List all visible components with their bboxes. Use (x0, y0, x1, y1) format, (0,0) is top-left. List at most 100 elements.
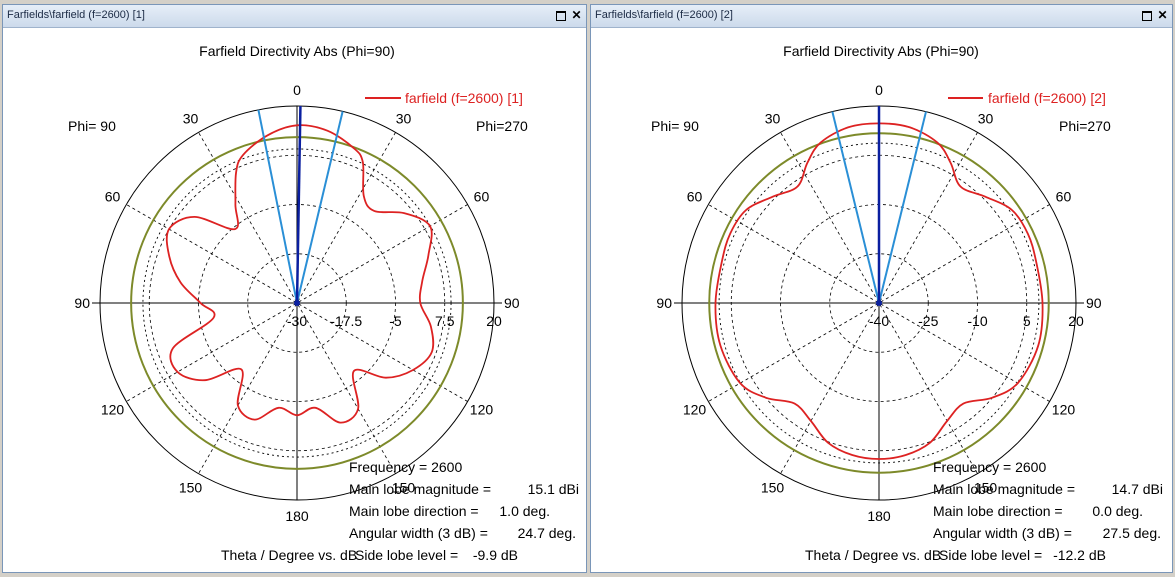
info-side-lobe-value: -12.2 dB (1053, 547, 1106, 563)
legend-label: farfield (f=2600) [2] (988, 90, 1106, 106)
radial-tick-label: 20 (486, 313, 502, 329)
radial-tick-label: -40 (869, 313, 889, 329)
polar-plot: Farfield Directivity Abs (Phi=90) farfie… (68, 43, 579, 563)
info-main-lobe-direction-value: 1.0 deg. (499, 503, 550, 519)
window-titlebar[interactable]: Farfields\farfield (f=2600) [2] ✕ (591, 5, 1172, 28)
maximize-icon (555, 11, 566, 21)
angle-label: 150 (761, 479, 785, 495)
angle-label: 150 (974, 479, 998, 495)
chart-title: Farfield Directivity Abs (Phi=90) (199, 43, 395, 59)
beamwidth-line (878, 111, 927, 304)
radial-tick-label: -5 (389, 313, 402, 329)
angle-label: 180 (285, 508, 309, 524)
beamwidth-line (831, 111, 880, 304)
info-frequency: Frequency = 2600 (349, 459, 462, 475)
beamwidth-line (257, 109, 298, 304)
minus-3db-circle (718, 142, 1040, 464)
radial-tick-label: -25 (918, 313, 938, 329)
window-titlebar[interactable]: Farfields\farfield (f=2600) [1] ✕ (3, 5, 586, 28)
max-level-circle (130, 136, 464, 470)
angle-labels: 0 30 60 90 120 150 180 150 120 90 60 30 (656, 82, 1101, 524)
angle-label: 120 (470, 402, 494, 418)
radial-tick-label: 20 (1068, 313, 1084, 329)
close-button[interactable]: ✕ (1157, 8, 1168, 22)
farfield-window-1: Farfields\farfield (f=2600) [1] ✕ Farfie… (2, 4, 587, 573)
info-main-lobe-direction-value: 0.0 deg. (1092, 503, 1143, 519)
info-main-lobe-magnitude-label: Main lobe magnitude = (933, 481, 1075, 497)
center-marker (294, 300, 300, 306)
info-box: Frequency = 2600 Main lobe magnitude = 1… (221, 459, 579, 563)
angle-label: 30 (978, 111, 994, 127)
window-title: Farfields\farfield (f=2600) [2] (595, 9, 733, 21)
minus-3db-circle (142, 148, 452, 458)
angle-label: 0 (293, 82, 301, 98)
pattern-series (165, 124, 435, 424)
x-axis-label: Theta / Degree vs. dB (805, 547, 941, 563)
info-main-lobe-direction-label: Main lobe direction = (349, 503, 479, 519)
angle-label: 30 (183, 111, 199, 127)
phi-left-label: Phi= 90 (68, 118, 116, 134)
window-title: Farfields\farfield (f=2600) [1] (7, 9, 145, 21)
angle-labels: 0 30 60 90 120 150 180 150 120 90 60 30 (74, 82, 519, 524)
angle-label: 60 (105, 189, 121, 205)
angle-label: 150 (392, 479, 416, 495)
radial-tick-labels: -40 -25 -10 5 20 (869, 313, 1084, 329)
pattern-curve (165, 124, 435, 424)
beam-lines (257, 106, 344, 306)
maximize-button[interactable] (1140, 9, 1153, 22)
radial-tick-label: 5 (1023, 313, 1031, 329)
angle-label: 120 (683, 402, 707, 418)
info-main-lobe-direction-label: Main lobe direction = (933, 503, 1063, 519)
angle-label: 120 (1052, 402, 1076, 418)
chart-title: Farfield Directivity Abs (Phi=90) (783, 43, 979, 59)
angle-label: 30 (396, 111, 412, 127)
angle-label: 90 (656, 295, 672, 311)
maximize-icon (1141, 11, 1152, 21)
angle-label: 30 (765, 111, 781, 127)
pattern-series (714, 122, 1044, 460)
info-main-lobe-magnitude-value: 15.1 dBi (528, 481, 579, 497)
pattern-curve (714, 122, 1044, 460)
radial-tick-label: 7.5 (435, 313, 455, 329)
close-button[interactable]: ✕ (571, 8, 582, 22)
polar-grid (92, 105, 502, 501)
farfield-window-2: Farfields\farfield (f=2600) [2] ✕ Farfie… (590, 4, 1173, 573)
main-lobe-line (295, 106, 302, 304)
info-angular-width-value: 27.5 deg. (1103, 525, 1161, 541)
angle-label: 90 (504, 295, 520, 311)
angle-label: 120 (101, 402, 125, 418)
phi-right-label: Phi=270 (1059, 118, 1111, 134)
phi-left-label: Phi= 90 (651, 118, 699, 134)
info-frequency: Frequency = 2600 (933, 459, 1046, 475)
info-side-lobe-label: Side lobe level = (939, 547, 1042, 563)
angle-label: 60 (474, 189, 490, 205)
legend-label: farfield (f=2600) [1] (405, 90, 523, 106)
radial-tick-label: -10 (967, 313, 987, 329)
angle-label: 90 (74, 295, 90, 311)
angle-label: 90 (1086, 295, 1102, 311)
info-main-lobe-magnitude-label: Main lobe magnitude = (349, 481, 491, 497)
radial-tick-label: -30 (287, 313, 307, 329)
angle-label: 0 (875, 82, 883, 98)
angle-label: 180 (867, 508, 891, 524)
info-box: Frequency = 2600 Main lobe magnitude = 1… (805, 459, 1163, 563)
radial-tick-labels: -30 -17.5 -5 7.5 20 (287, 313, 502, 329)
x-axis-label: Theta / Degree vs. dB (221, 547, 357, 563)
maximize-button[interactable] (554, 9, 567, 22)
info-side-lobe-value: -9.9 dB (473, 547, 518, 563)
center-marker (876, 300, 882, 306)
radial-tick-label: -17.5 (330, 313, 362, 329)
phi-right-label: Phi=270 (476, 118, 528, 134)
angle-label: 60 (1056, 189, 1072, 205)
beamwidth-line (296, 111, 344, 304)
polar-plot: Farfield Directivity Abs (Phi=90) farfie… (651, 43, 1163, 563)
level-circles (130, 136, 464, 470)
info-side-lobe-label: Side lobe level = (355, 547, 458, 563)
info-angular-width-label: Angular width (3 dB) = (349, 525, 488, 541)
angle-label: 150 (179, 479, 203, 495)
info-angular-width-label: Angular width (3 dB) = (933, 525, 1072, 541)
beam-lines (831, 106, 927, 306)
angle-label: 60 (687, 189, 703, 205)
info-main-lobe-magnitude-value: 14.7 dBi (1112, 481, 1163, 497)
info-angular-width-value: 24.7 deg. (518, 525, 576, 541)
